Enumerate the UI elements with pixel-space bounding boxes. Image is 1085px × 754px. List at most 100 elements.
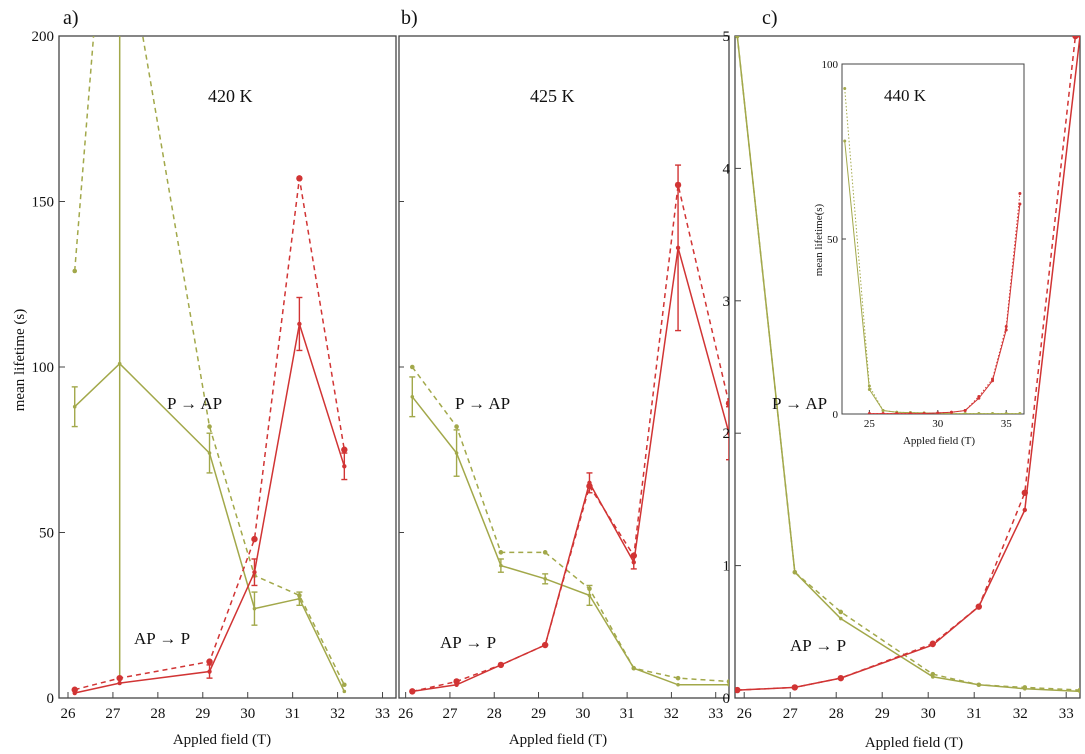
data-point — [735, 687, 740, 693]
x-tick-label: 29 — [531, 706, 546, 722]
data-point — [977, 682, 981, 687]
data-point — [843, 87, 847, 90]
data-point — [1072, 36, 1079, 40]
x-axis-title-a: Appled field (T) — [173, 732, 271, 748]
plot-frame — [398, 35, 730, 699]
x-axis-title-c: Appled field (T) — [865, 735, 963, 751]
series-group — [843, 87, 1022, 414]
plot-frame — [734, 35, 1081, 699]
x-tick-label: 27 — [442, 706, 458, 722]
x-tick-label: 33 — [1059, 706, 1074, 722]
temperature-label-inset: 440 K — [884, 86, 927, 105]
y-tick-label: 0 — [723, 691, 731, 707]
data-point — [499, 563, 503, 568]
y-tick-label: 150 — [32, 195, 55, 211]
y-tick-label: 50 — [827, 234, 839, 246]
x-tick-label: 31 — [285, 706, 300, 722]
data-point — [976, 604, 981, 609]
inset-y-axis-title: mean lifetime(s) — [813, 203, 825, 276]
x-tick-label: 28 — [829, 706, 844, 722]
x-tick-label: 28 — [487, 706, 502, 722]
series-line-red-dashed — [74, 178, 346, 691]
data-point — [72, 268, 78, 274]
data-point — [991, 379, 995, 383]
data-point — [1004, 412, 1008, 414]
data-point — [206, 658, 213, 665]
data-point — [72, 404, 77, 409]
data-point — [930, 642, 935, 648]
data-point — [792, 685, 797, 690]
data-point — [117, 680, 122, 686]
data-point — [793, 570, 797, 575]
data-point — [726, 431, 729, 436]
data-point — [296, 175, 303, 182]
data-point — [726, 679, 729, 684]
data-point — [342, 689, 347, 694]
data-point — [1077, 36, 1080, 39]
data-point — [881, 412, 885, 414]
x-tick-label: 32 — [664, 706, 679, 722]
data-point — [1018, 192, 1022, 195]
data-point — [297, 321, 302, 327]
data-point — [1023, 686, 1027, 691]
data-point — [1018, 412, 1022, 414]
data-point — [542, 642, 548, 648]
series-group — [409, 164, 729, 695]
y-tick-label: 200 — [32, 29, 55, 45]
data-point — [251, 535, 258, 543]
data-point — [116, 674, 123, 682]
plot-frame — [58, 35, 397, 699]
series-line-red-solid — [869, 203, 1021, 414]
data-point — [977, 412, 981, 414]
data-point — [341, 446, 348, 453]
panel-label-c: c) — [762, 7, 778, 29]
data-point — [963, 412, 967, 414]
data-point — [587, 480, 592, 486]
series-line-green-solid — [74, 362, 345, 692]
data-point — [1004, 328, 1008, 332]
data-point — [936, 411, 940, 414]
data-point — [453, 678, 460, 685]
y-tick-label: 1 — [723, 559, 731, 575]
data-point — [881, 409, 885, 412]
series-group — [71, 36, 348, 696]
annotation-p-to-ap-a: P → AP — [167, 394, 222, 413]
data-point — [839, 616, 843, 621]
y-tick-label: 100 — [32, 360, 55, 376]
x-tick-label: 29 — [875, 706, 890, 722]
x-axis-title-b: Appled field (T) — [509, 732, 607, 748]
inset-x-axis-title: Appled field (T) — [903, 435, 975, 447]
data-point — [675, 675, 681, 681]
annotation-p-to-ap-b: P → AP — [455, 394, 510, 413]
inset-background — [842, 64, 1024, 414]
data-point — [1078, 689, 1080, 694]
data-point — [838, 675, 843, 681]
data-point — [867, 388, 871, 391]
y-tick-label: 50 — [39, 526, 54, 542]
data-point — [297, 596, 302, 601]
temperature-label-a: 420 K — [208, 86, 253, 106]
data-point — [838, 609, 844, 615]
data-point — [991, 412, 995, 414]
data-point — [409, 364, 415, 370]
series-group — [735, 36, 1080, 694]
series-line-green-dashed — [73, 36, 345, 686]
y-tick-label: 3 — [723, 294, 731, 310]
data-point — [895, 412, 899, 414]
data-point — [498, 550, 504, 555]
y-tick-label: 0 — [47, 691, 55, 707]
series-line-red-solid — [412, 247, 729, 693]
panel-label-a: a) — [63, 7, 79, 29]
data-point — [410, 394, 415, 399]
y-axis-title: mean lifetime (s) — [12, 309, 28, 411]
x-tick-label: 29 — [195, 706, 210, 722]
data-point — [922, 412, 926, 414]
data-point — [342, 682, 347, 688]
data-point — [542, 550, 548, 555]
data-point — [543, 577, 547, 581]
data-point — [587, 593, 592, 598]
data-point — [867, 412, 871, 414]
data-point — [727, 682, 729, 687]
annotation-ap-to-p-b: AP → P — [440, 633, 496, 652]
